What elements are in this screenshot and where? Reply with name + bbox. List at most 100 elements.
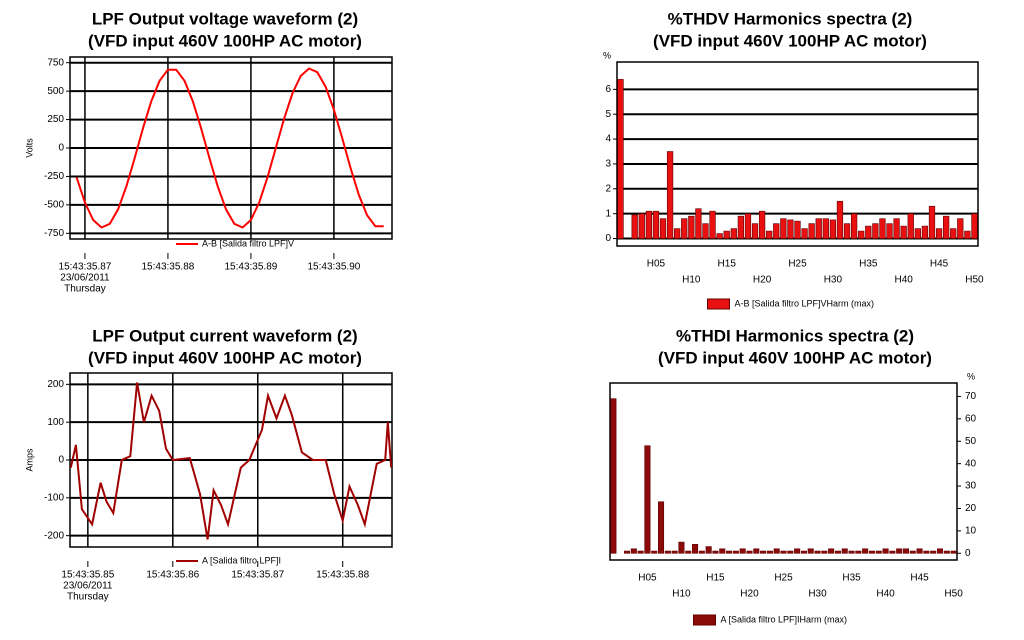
- x-tick-label: H10: [672, 589, 691, 600]
- y-axis-label: Amps: [24, 448, 34, 472]
- x-tick-label: H05: [647, 259, 666, 270]
- y-tick-label: 500: [47, 86, 64, 97]
- y-tick-label: 20: [965, 503, 977, 514]
- legend-swatch: [707, 298, 730, 310]
- bar: [753, 548, 760, 554]
- bar: [723, 230, 730, 239]
- y-tick-label: 250: [47, 114, 64, 125]
- bar: [900, 225, 907, 239]
- bar: [766, 550, 773, 554]
- x-tick-label: H25: [774, 573, 793, 584]
- x-tick-label: H30: [808, 589, 827, 600]
- x-tick-label: H30: [824, 275, 843, 286]
- bar: [930, 550, 937, 554]
- y-tick-label: 750: [47, 57, 64, 68]
- bar: [726, 550, 733, 554]
- y-tick-label: -250: [44, 171, 64, 182]
- bar: [658, 501, 665, 554]
- y-tick-label: 4: [605, 134, 611, 145]
- bar: [664, 550, 671, 554]
- bar: [808, 223, 815, 239]
- bar: [780, 218, 787, 239]
- chart-title: LPF Output voltage waveform (2): [92, 9, 358, 28]
- bar: [659, 218, 667, 239]
- bar: [681, 218, 688, 239]
- y-tick-label: -100: [44, 492, 64, 503]
- bar: [879, 218, 886, 239]
- bar: [739, 548, 746, 554]
- y-tick-label: -750: [44, 228, 64, 239]
- plot-frame: [609, 382, 958, 561]
- bar: [712, 550, 719, 554]
- bar: [692, 544, 699, 554]
- bar: [716, 233, 723, 239]
- bar: [907, 213, 914, 239]
- y-tick-label: 0: [58, 143, 64, 154]
- chart-subtitle: (VFD input 460V 100HP AC motor): [658, 348, 932, 367]
- y-tick-label: 6: [605, 84, 611, 95]
- plot-frame: [616, 61, 979, 247]
- bar: [882, 548, 889, 554]
- bar: [751, 223, 759, 239]
- bar: [674, 228, 681, 239]
- y-tick-label: 0: [965, 548, 971, 559]
- y-tick-label: 60: [965, 413, 977, 424]
- bar: [858, 230, 865, 239]
- bar: [801, 228, 808, 239]
- bar: [644, 445, 651, 554]
- bar: [732, 550, 739, 554]
- y-tick-label: 30: [965, 481, 977, 492]
- bar: [709, 210, 716, 239]
- y-tick-label: 3: [605, 159, 611, 170]
- bar: [836, 200, 844, 239]
- waveform-line: [69, 382, 393, 540]
- bar: [766, 230, 773, 239]
- bar: [671, 550, 678, 554]
- bar: [916, 548, 923, 554]
- bar: [957, 218, 964, 239]
- y-tick-label: -500: [44, 200, 64, 211]
- bar: [773, 223, 780, 239]
- bar: [865, 225, 872, 239]
- x-tick-label: H10: [682, 275, 701, 286]
- y-tick-label: 5: [605, 109, 611, 120]
- y-tick-label: 0: [605, 233, 611, 244]
- bar: [822, 218, 829, 239]
- bar: [794, 220, 801, 239]
- waveform-line: [75, 67, 384, 229]
- y-tick-label: 1: [605, 208, 611, 219]
- x-tick-label: H20: [740, 589, 759, 600]
- y-tick-label: 50: [965, 436, 977, 447]
- x-tick-label: H35: [842, 573, 861, 584]
- x-sublabel: Thursday: [64, 284, 106, 295]
- bar: [850, 213, 858, 239]
- bar: [923, 550, 930, 554]
- bar: [936, 548, 944, 554]
- bar: [800, 550, 807, 554]
- y-tick-label: 2: [605, 183, 611, 194]
- bar: [688, 215, 695, 239]
- y-tick-label: 40: [965, 458, 977, 469]
- bar: [841, 548, 848, 554]
- bar: [896, 548, 903, 554]
- y-tick-label: 10: [965, 526, 977, 537]
- bar: [695, 208, 702, 239]
- x-tick-label: 15:43:35.87: [231, 570, 284, 581]
- bar: [760, 550, 767, 554]
- bar: [787, 550, 794, 554]
- x-tick-label: 15:43:35.88: [316, 570, 369, 581]
- legend-label: A [Salida filtro LPF]I: [202, 555, 281, 565]
- bar: [617, 79, 624, 239]
- bar: [872, 223, 879, 239]
- bar: [843, 223, 851, 239]
- bar: [758, 210, 766, 239]
- legend-swatch: [693, 614, 716, 626]
- x-tick-label: H20: [753, 275, 772, 286]
- bar: [631, 214, 638, 239]
- bar: [855, 550, 862, 554]
- bar: [971, 213, 978, 239]
- bar: [730, 228, 737, 239]
- bar: [815, 218, 822, 239]
- chart-subtitle: (VFD input 460V 100HP AC motor): [88, 348, 362, 367]
